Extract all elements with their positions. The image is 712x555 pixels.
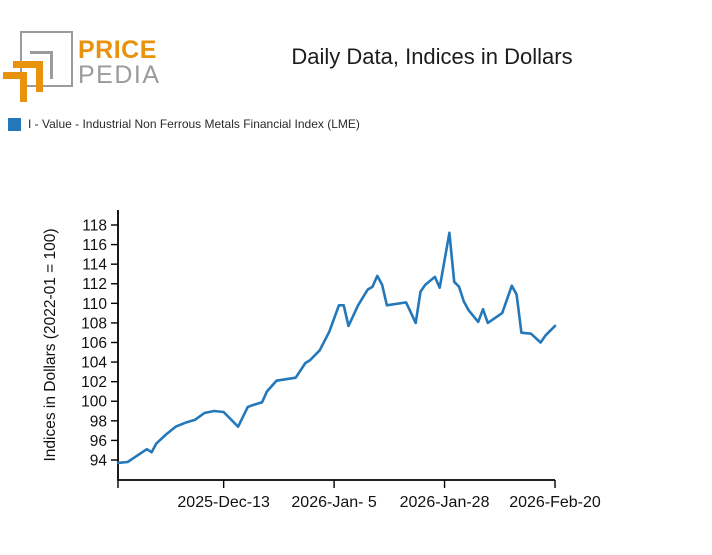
y-tick-label: 116 <box>82 237 107 254</box>
y-tick-label: 112 <box>82 276 107 293</box>
logo-orange-corner-large <box>13 61 43 92</box>
y-tick-label: 114 <box>82 257 107 274</box>
y-tick-label: 94 <box>90 453 108 470</box>
brand-pedia: PEDIA <box>78 61 161 89</box>
x-tick-label: 2025-Dec-13 <box>177 494 270 511</box>
logo-orange-corner-small <box>3 72 27 102</box>
y-tick-label: 108 <box>81 315 107 332</box>
y-axis-title: Indices in Dollars (2022-01 = 100) <box>42 228 59 461</box>
pricepedia-logo-icon <box>0 8 78 108</box>
y-tick-label: 106 <box>81 335 107 352</box>
y-tick-label: 118 <box>82 217 107 234</box>
y-tick-label: 100 <box>81 394 107 411</box>
y-tick-label: 102 <box>81 374 107 391</box>
pricepedia-logo: PRICE PEDIA <box>0 8 230 108</box>
chart-title: Daily Data, Indices in Dollars <box>291 44 573 69</box>
x-tick-label: 2026-Jan- 5 <box>291 494 376 511</box>
y-tick-label: 96 <box>90 433 107 450</box>
x-tick-label: 2026-Jan-28 <box>400 494 490 511</box>
logo-square-outline <box>20 31 73 87</box>
line-chart-canvas: 94 96 98 100 102 104 106 108 110 112 114 116 118 2025… <box>42 210 601 511</box>
series-line <box>116 231 557 465</box>
legend-label: I - Value - Industrial Non Ferrous Metal… <box>28 117 360 131</box>
y-tick-label: 104 <box>81 355 107 372</box>
legend: I - Value - Industrial Non Ferrous Metal… <box>8 117 360 131</box>
brand-price: PRICE <box>78 36 157 64</box>
x-tick-label: 2026-Feb-20 <box>509 494 601 511</box>
logo-gray-corner <box>30 51 53 79</box>
legend-swatch-icon <box>8 117 21 131</box>
y-tick-label: 110 <box>82 296 107 313</box>
y-tick-label: 98 <box>90 413 107 430</box>
